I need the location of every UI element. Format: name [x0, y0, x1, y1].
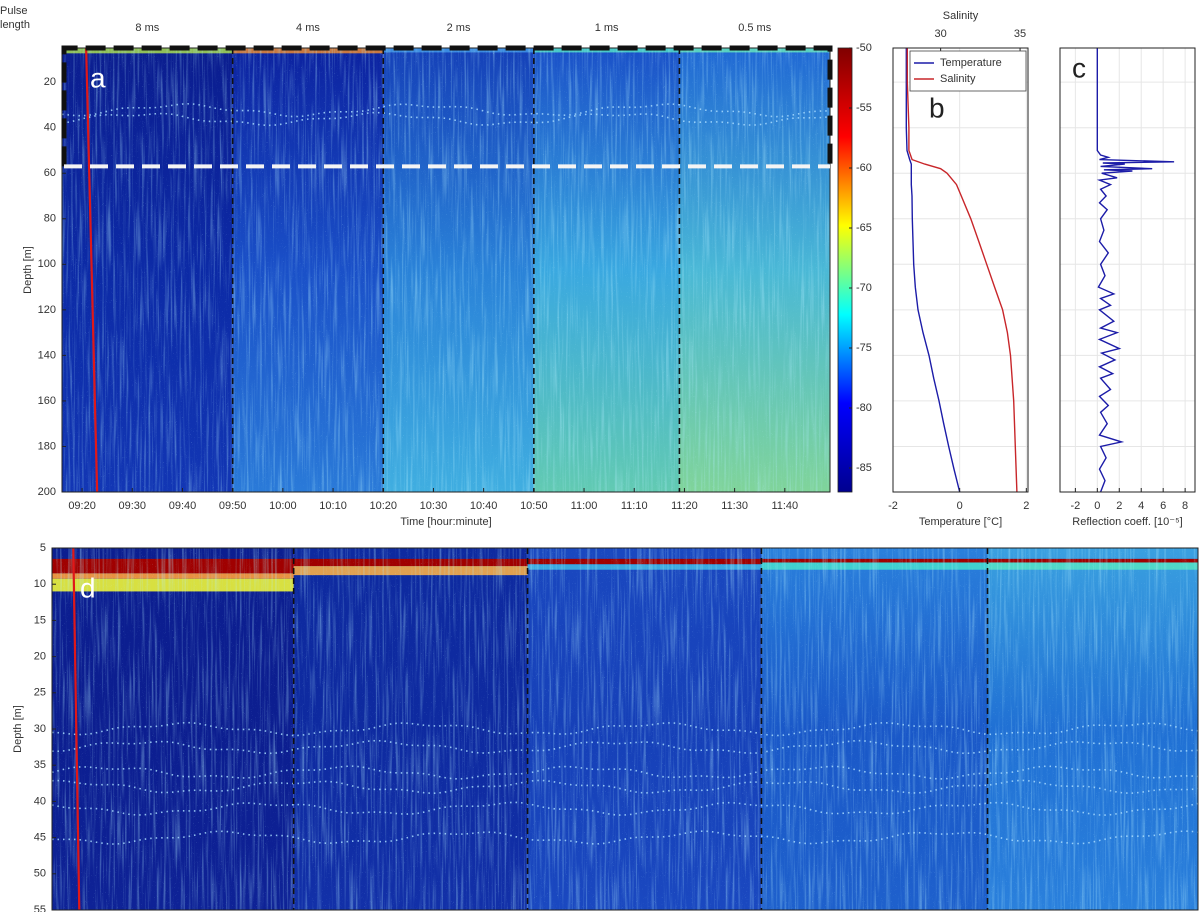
x-tick-label: 2: [1116, 500, 1122, 512]
x-tick-label: 10:00: [269, 500, 297, 512]
y-tick-label: 50: [34, 868, 46, 880]
x-axis-title: Temperature [°C]: [919, 516, 1002, 528]
y-tick-label: 30: [34, 723, 46, 735]
y-tick-label: 40: [34, 795, 46, 807]
profile-line: [905, 48, 961, 493]
pulse-length-label: 8 ms: [135, 22, 159, 34]
x2-axis-title: Salinity: [943, 10, 979, 22]
ctd-cast-line: [72, 547, 81, 911]
y-tick-label: 5: [40, 542, 46, 554]
y-tick-label: 40: [44, 122, 56, 134]
x-tick-label: 0: [1094, 500, 1100, 512]
echogram-texture: [62, 48, 830, 492]
x-tick-label: 09:50: [219, 500, 247, 512]
x-tick-label: 11:00: [571, 500, 598, 512]
panel-label: d: [80, 572, 96, 603]
pulse-length-label: 0.5 ms: [738, 22, 772, 34]
pulse-length-label: Pulse length: [0, 5, 30, 31]
x-tick-label: 11:20: [671, 500, 698, 512]
y-tick-label: 120: [38, 304, 56, 316]
x-tick-label: 8: [1182, 500, 1188, 512]
x-tick-label: 6: [1160, 500, 1166, 512]
x-tick-label: 11:30: [721, 500, 748, 512]
x-tick-label: 10:30: [420, 500, 448, 512]
scattering-layer: [52, 765, 1198, 780]
y-tick-label: 35: [34, 759, 46, 771]
plot-background: [1060, 48, 1195, 492]
panel-label: b: [929, 92, 945, 123]
panel-label: c: [1072, 52, 1086, 83]
scattering-layer: [52, 721, 1198, 737]
x-tick-label: 10:20: [369, 500, 397, 512]
profile-line: [1096, 48, 1175, 493]
x-axis-title: Reflection coeff. [10⁻⁵]: [1072, 516, 1182, 528]
ctd-cast-line: [85, 47, 99, 493]
x-tick-label: 10:50: [520, 500, 548, 512]
pulse-length-label: 1 ms: [595, 22, 619, 34]
zoom-box: [61, 45, 833, 167]
colorbar-tick-label: -85: [856, 462, 872, 474]
colorbar: [837, 47, 853, 493]
colorbar-tick-label: -65: [856, 222, 872, 234]
y-tick-label: 10: [34, 578, 46, 590]
echogram: [52, 548, 1198, 910]
x-tick-label: 10:10: [319, 500, 347, 512]
scattering-layer: [52, 779, 1198, 794]
x-tick-label: -2: [888, 500, 898, 512]
legend-label: Salinity: [940, 73, 976, 85]
colorbar-tick-label: -55: [856, 102, 872, 114]
x-tick-label: 09:40: [169, 500, 197, 512]
x-axis-title: Time [hour:minute]: [400, 516, 491, 528]
plot-background: [893, 48, 1028, 492]
plot-frame: [1059, 47, 1196, 493]
x-tick-label: -2: [1070, 500, 1080, 512]
profile-line: [906, 48, 1018, 493]
legend-label: Temperature: [940, 57, 1002, 69]
y-tick-label: 15: [34, 614, 46, 626]
x-tick-label: 10:40: [470, 500, 498, 512]
y-tick-label: 20: [44, 76, 56, 88]
echogram-texture: [52, 548, 1198, 910]
x-tick-label: 4: [1138, 500, 1144, 512]
x-tick-label: 11:40: [771, 500, 798, 512]
y-tick-label: 55: [34, 904, 46, 912]
y-tick-label: 45: [34, 832, 46, 844]
x2-tick-label: 35: [1014, 28, 1026, 40]
plot-frame: [892, 47, 1029, 493]
scattering-layer: [52, 739, 1198, 755]
colorbar-tick-label: -70: [856, 282, 872, 294]
y-axis-title: Depth [m]: [12, 705, 24, 753]
y-tick-label: 180: [38, 440, 56, 452]
y-tick-label: 25: [34, 687, 46, 699]
x-tick-label: 09:20: [68, 500, 96, 512]
x-tick-label: 2: [1023, 500, 1029, 512]
colorbar-tick-label: -60: [856, 162, 872, 174]
colorbar-tick-label: -75: [856, 342, 872, 354]
y-tick-label: 60: [44, 167, 56, 179]
legend-box: [909, 50, 1027, 92]
x-tick-label: 11:10: [621, 500, 648, 512]
panel-label: a: [90, 62, 106, 93]
echogram: [62, 48, 830, 492]
colorbar-tick-label: -50: [856, 42, 872, 54]
pulse-length-label: 4 ms: [296, 22, 320, 34]
plot-frame: [61, 47, 831, 493]
x2-tick-label: 30: [935, 28, 947, 40]
y-axis-title: Depth [m]: [22, 246, 34, 294]
x-tick-label: 0: [957, 500, 963, 512]
scattering-layer: [52, 830, 1198, 845]
x-tick-label: 09:30: [119, 500, 147, 512]
y-tick-label: 20: [34, 651, 46, 663]
y-tick-label: 100: [38, 258, 56, 270]
colorbar-tick-label: -80: [856, 402, 872, 414]
y-tick-label: 160: [38, 395, 56, 407]
y-tick-label: 140: [38, 349, 56, 361]
y-tick-label: 200: [38, 486, 56, 498]
pulse-length-label: 2 ms: [447, 22, 471, 34]
y-tick-label: 80: [44, 213, 56, 225]
scattering-layer: [52, 801, 1198, 816]
